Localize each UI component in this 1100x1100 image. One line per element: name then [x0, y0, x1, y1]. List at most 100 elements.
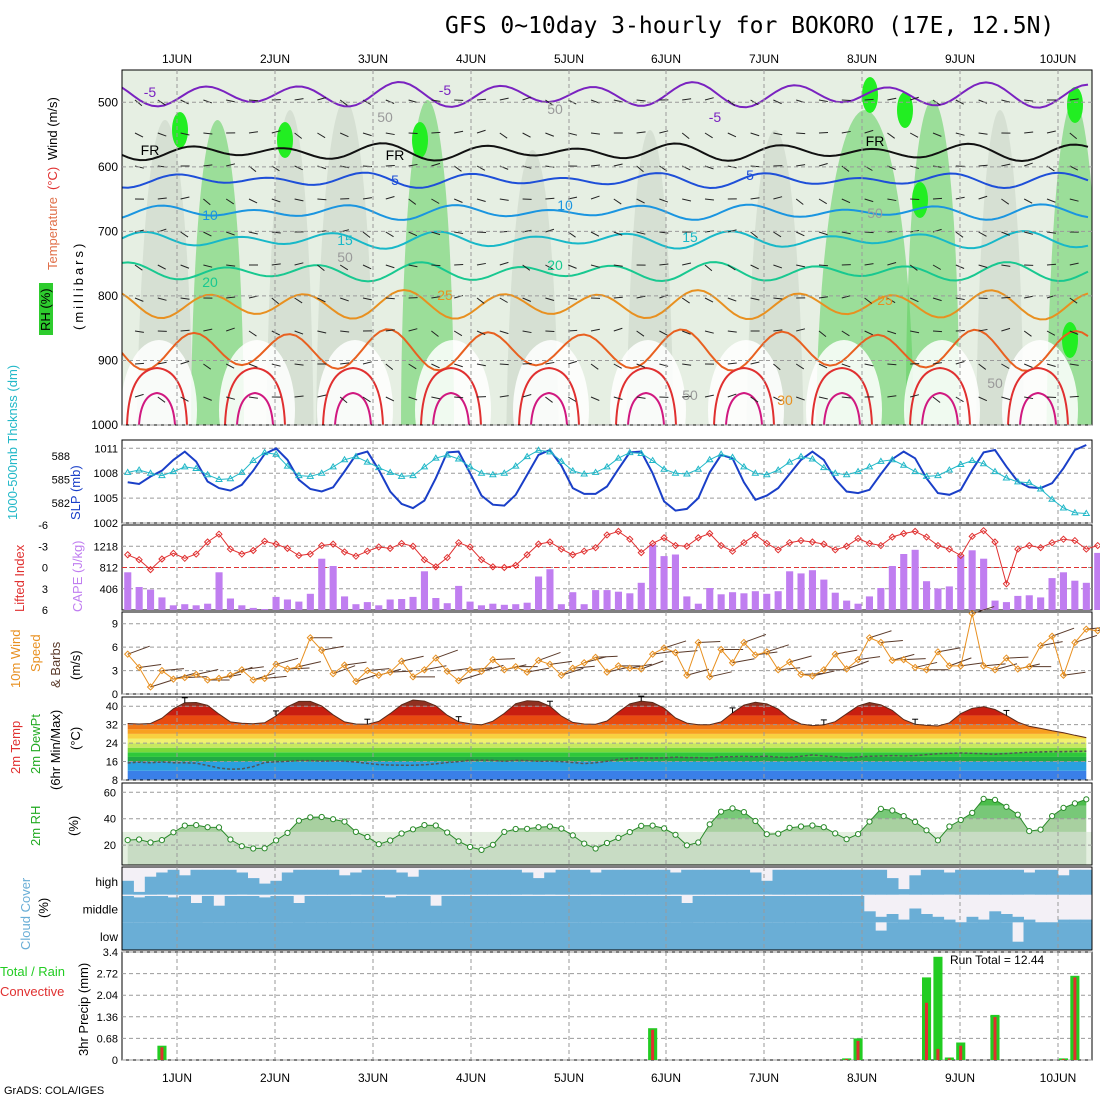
thickness-point: [568, 466, 577, 474]
cloud-high-cell: [955, 869, 967, 895]
rh-point: [558, 825, 565, 832]
cloud-middle-cell: [589, 896, 602, 923]
thickness-point: [557, 457, 566, 464]
wind-speed-point: [569, 664, 577, 672]
thickness-point: [397, 472, 406, 479]
wind-barb: [408, 231, 418, 237]
li-point: [785, 539, 794, 547]
wind-speed-point: [865, 634, 874, 642]
rh-shade: [266, 110, 314, 425]
wind-barb: [476, 330, 486, 336]
wind-barb: [294, 330, 304, 335]
li-point: [500, 563, 509, 572]
wind-barb: [1024, 131, 1034, 134]
wind-barb: [545, 197, 555, 200]
cape-bar: [466, 601, 474, 610]
temp-tick-label: 24: [106, 738, 118, 750]
precip-conv-bar: [651, 1029, 655, 1060]
wind-barb: [932, 396, 941, 403]
temp-band: [127, 706, 1087, 716]
bottom-date-label: 1JUN: [162, 1071, 192, 1085]
rh-point: [1083, 796, 1090, 803]
wind-barb: [750, 264, 759, 270]
wind-barb: [180, 99, 189, 105]
wind-barb: [572, 665, 595, 669]
cloud-high-cell: [761, 880, 773, 895]
wind-barb: [567, 396, 577, 402]
wind-barb: [869, 630, 892, 639]
rh-point: [969, 809, 976, 817]
rh-point: [318, 813, 325, 821]
wind10m-label-b: Speed: [28, 634, 43, 672]
li-point: [557, 545, 566, 553]
cloud-row-label: middle: [83, 903, 119, 917]
cloud-low-cell: [532, 922, 545, 950]
wind-barb: [682, 330, 691, 335]
warm-contour: [909, 366, 971, 425]
rh-point: [592, 845, 599, 852]
wind-barb: [226, 264, 236, 267]
cape-bar: [341, 596, 349, 610]
rh-point: [261, 845, 268, 852]
rh-point: [581, 840, 588, 847]
wind-speed-point: [979, 662, 988, 670]
li-point: [888, 533, 897, 541]
wind-barb: [1001, 231, 1010, 236]
cloud-middle-cell: [487, 896, 500, 923]
cloud-middle-cell: [521, 896, 534, 923]
wind-speed-point: [614, 662, 623, 670]
cape-bar: [740, 593, 748, 610]
cloud-cover-panel: high middle low: [83, 866, 1093, 951]
wind-barb: [499, 297, 508, 303]
wind-barb: [960, 662, 983, 667]
wind-barb: [275, 657, 299, 665]
rh-point: [695, 839, 702, 846]
wind-speed-point: [181, 673, 189, 682]
wind-speed-point: [215, 674, 223, 683]
wind-barb: [431, 131, 441, 134]
isotherm-line: [122, 328, 1089, 372]
thickness-point: [660, 465, 668, 472]
thickness-point: [740, 462, 748, 470]
wind-barb: [157, 197, 167, 200]
cloud-high-cell: [475, 869, 488, 895]
cape-bar: [820, 579, 828, 610]
cloud-high-cell: [327, 869, 340, 895]
cloud-low-cell: [704, 922, 716, 950]
cloud-middle-cell: [806, 896, 819, 923]
cloud-middle-cell: [327, 896, 340, 923]
wind-speed-point: [1025, 662, 1033, 671]
li-point: [922, 533, 931, 541]
wind-speed-point: [877, 638, 885, 647]
wind-barb: [727, 393, 737, 398]
cloud-low-cell: [715, 922, 728, 950]
cloud-middle-cell: [395, 896, 408, 923]
dry-lobe: [904, 340, 980, 425]
wind-barb: [659, 330, 668, 336]
rh-point: [421, 822, 428, 829]
wind-barb: [385, 297, 395, 300]
li-point: [363, 547, 372, 555]
wind-barb: [613, 296, 623, 299]
wind-speed-point: [648, 650, 657, 658]
cloud-low-cell: [407, 922, 420, 950]
cloud-middle-cell: [247, 896, 260, 923]
cloud-middle-cell: [133, 897, 146, 923]
cape-bar: [843, 600, 851, 610]
wind-barb: [887, 97, 897, 101]
wind-speed-point: [340, 661, 349, 669]
wind-barb: [795, 198, 804, 205]
cloud-high-cell: [624, 869, 636, 895]
wind-barb: [248, 396, 258, 399]
cloud-low-cell: [772, 922, 785, 950]
slp-tick-label: 1002: [94, 518, 118, 530]
wind-barb: [903, 658, 926, 661]
wind-barb: [385, 231, 394, 238]
wind-barb: [682, 198, 692, 202]
cloud-low-cell: [224, 922, 237, 950]
wind-barb: [1046, 198, 1056, 203]
wind-barb: [681, 297, 690, 304]
upper-air-panel: -5 -5 -5 FR FR FR 5 5 10 10 15 15 20 20 25 25 30 50 50 50 50…: [91, 69, 1093, 432]
thickness-tick-label: 585: [52, 475, 70, 487]
rh-point: [204, 824, 211, 831]
